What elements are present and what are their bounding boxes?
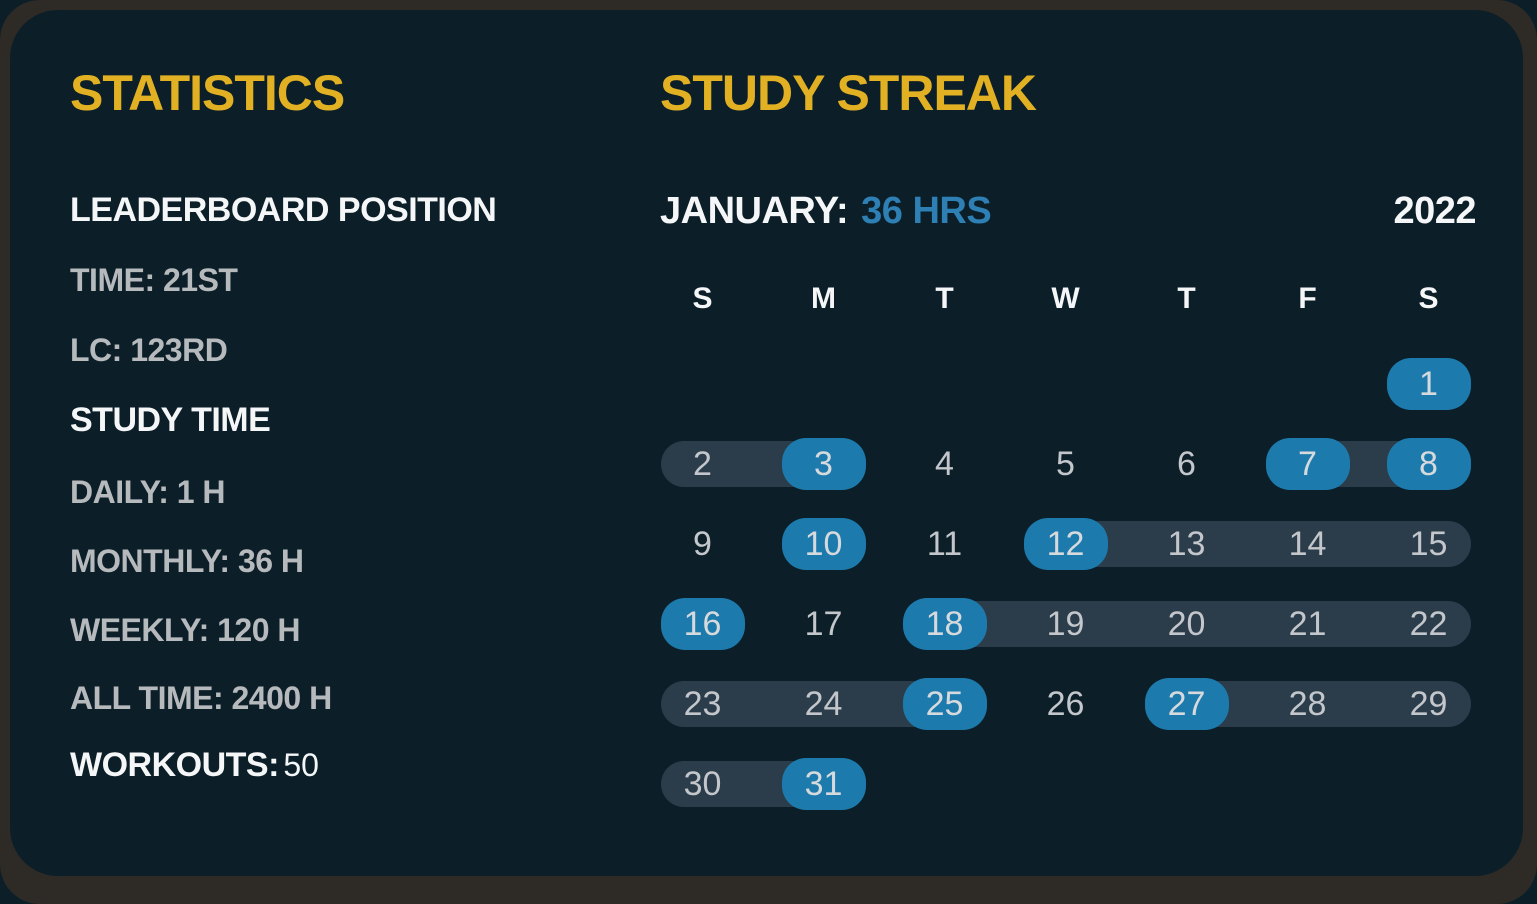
calendar-day-24[interactable]: 24 [804,684,843,723]
calendar-day-12[interactable]: 12 [1046,524,1085,563]
study-day-pill [660,598,745,650]
calendar-day-13[interactable]: 13 [1167,524,1206,563]
study-time-header: STUDY TIME [70,401,271,439]
weekday-wednesday: W [1051,282,1080,315]
calendar-day-7[interactable]: 7 [1298,444,1317,483]
calendar-day-23[interactable]: 23 [683,684,722,723]
study-streak-title: STUDY STREAK [660,65,1037,121]
study-streak-section: STUDY STREAK JANUARY: 36 HRS 2022 S M T … [642,68,1490,858]
calendar-day-28[interactable]: 28 [1288,684,1327,723]
calendar-day-22[interactable]: 22 [1409,604,1448,643]
calendar-day-2[interactable]: 2 [693,444,712,483]
calendar-day-5[interactable]: 5 [1056,444,1075,483]
study-day-pill [781,518,866,570]
leaderboard-lc-stat: LC: 123RD [70,332,228,368]
weekday-sunday: S [692,282,713,315]
streak-range-bar [902,601,1471,647]
statistics-title: STATISTICS [70,65,345,121]
calendar-day-3[interactable]: 3 [814,444,833,483]
study-time-monthly: MONTHLY: 36 H [70,543,304,579]
study-day-pill [1144,678,1229,730]
calendar-day-17[interactable]: 17 [804,604,843,643]
workouts-label: WORKOUTS: [70,746,279,784]
weekday-thursday: T [1177,282,1196,315]
calendar-day-18[interactable]: 18 [925,604,964,643]
study-day-pill [781,758,866,810]
study-time-daily: DAILY: 1 H [70,474,226,510]
calendar-day-10[interactable]: 10 [804,524,843,563]
calendar-day-21[interactable]: 21 [1288,604,1327,643]
calendar-day-9[interactable]: 9 [693,524,712,563]
year-label: 2022 [1393,190,1476,232]
weekday-header-row: S M T W T F S [642,274,1489,324]
calendar-day-15[interactable]: 15 [1409,524,1448,563]
calendar-day-31[interactable]: 31 [804,764,843,803]
calendar-day-4[interactable]: 4 [935,444,954,483]
leaderboard-time-stat: TIME: 21ST [70,262,238,298]
study-day-pill [781,438,866,490]
weekday-monday: M [811,282,836,315]
workouts-stat: WORKOUTS: 50 [70,748,319,782]
study-day-pill [1265,438,1350,490]
study-day-pill [1386,358,1471,410]
calendar-day-20[interactable]: 20 [1167,604,1206,643]
calendar-grid: 1 2 3 4 5 6 7 8 9 10 11 12 13 14 15 16 17 18 19 20 21 22 23 24 2… [642,344,1489,824]
calendar-day-29[interactable]: 29 [1409,684,1448,723]
study-day-pill [1386,438,1471,490]
calendar-day-1[interactable]: 1 [1419,364,1438,403]
calendar-day-14[interactable]: 14 [1288,524,1327,563]
calendar-day-19[interactable]: 19 [1046,604,1085,643]
weekday-saturday: S [1418,282,1439,315]
calendar-day-16[interactable]: 16 [683,604,722,643]
study-tracker-card: STATISTICS LEADERBOARD POSITION TIME: 21… [10,10,1523,876]
calendar-day-30[interactable]: 30 [683,764,722,803]
month-summary-row: JANUARY: 36 HRS 2022 [660,192,1476,230]
weekday-tuesday: T [935,282,954,315]
leaderboard-position-header: LEADERBOARD POSITION [70,191,497,229]
study-day-pill [902,598,987,650]
statistics-section: STATISTICS LEADERBOARD POSITION TIME: 21… [70,68,640,828]
calendar-day-27[interactable]: 27 [1167,684,1206,723]
month-label: JANUARY: [660,190,849,232]
calendar-day-11[interactable]: 11 [926,524,963,563]
study-day-pill [902,678,987,730]
study-day-pill [1023,518,1108,570]
weekday-friday: F [1298,282,1317,315]
calendar-day-26[interactable]: 26 [1046,684,1085,723]
calendar-day-8[interactable]: 8 [1419,444,1438,483]
calendar-day-25[interactable]: 25 [925,684,964,723]
study-time-weekly: WEEKLY: 120 H [70,612,301,648]
study-time-alltime: ALL TIME: 2400 H [70,680,332,716]
calendar-day-6[interactable]: 6 [1177,444,1196,483]
month-hours-value: 36 HRS [861,190,992,232]
workouts-value: 50 [283,747,319,783]
